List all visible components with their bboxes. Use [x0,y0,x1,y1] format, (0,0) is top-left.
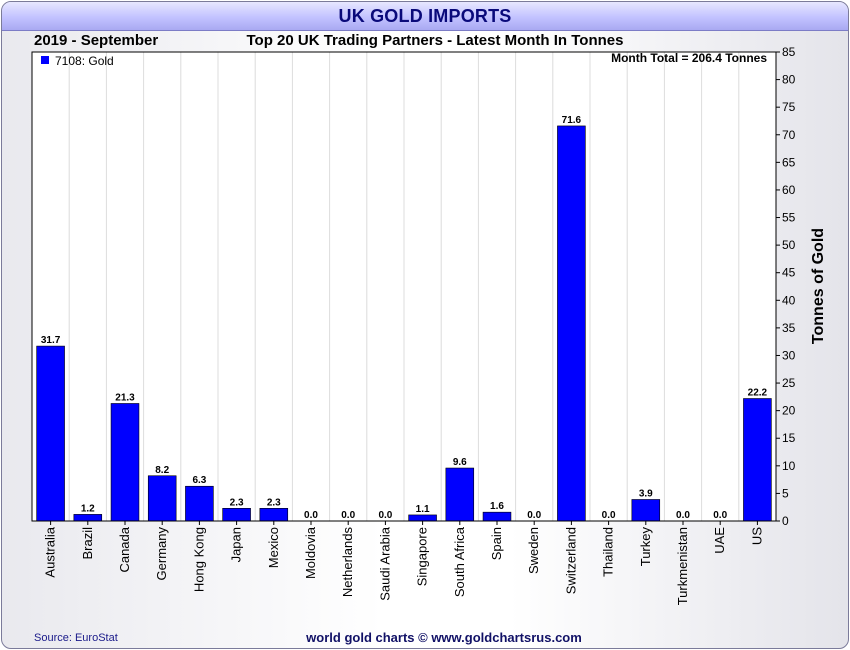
bar-value-label: 2.3 [230,497,244,508]
grid-layer [68,52,740,521]
bar [110,403,140,522]
bar-value-label: 6.3 [192,475,206,486]
category-label: Turkey [638,527,653,567]
category-label: South Africa [452,526,467,597]
bar-layer: 31.7 1.2 21.3 8.2 6.3 2.3 2.3 0.0 0.0 0.0 1.1 9.6 1.… [36,115,772,522]
category-label: Moldovia [303,526,318,579]
bar [482,511,512,522]
bar-value-label: 21.3 [115,392,135,403]
category-label: Spain [489,527,504,560]
category-label: Saudi Arabia [377,526,392,600]
y-tick-label: 25 [782,376,796,390]
y-tick-label: 70 [782,128,796,142]
category-label: US [749,527,764,545]
legend-label: 7108: Gold [55,54,114,68]
y-tick-label: 15 [782,431,796,445]
y-tick-label: 75 [782,100,796,114]
bar-value-label: 0.0 [304,510,318,521]
bar [185,485,214,522]
category-label: Australia [43,526,58,577]
period-label: 2019 - September [34,32,158,49]
bar [743,398,772,522]
bar [631,499,661,522]
category-label: Turkmenistan [675,527,690,605]
bar [259,508,289,522]
legend-swatch [41,56,49,64]
bar-value-label: 1.2 [81,503,95,514]
bar [147,475,177,522]
source-label: Source: EuroStat [34,632,118,644]
y-tick-label: 80 [782,73,796,87]
bar-value-label: 8.2 [155,465,169,476]
axis-layer: 0 5 10 15 20 25 30 35 40 45 50 55 60 65 70 75 80 85 Austra… [43,45,796,605]
bar [557,125,586,522]
category-label: Singapore [415,527,430,586]
category-label: Thailand [601,527,616,577]
category-label: Brazil [80,527,95,560]
category-label: UAE [712,527,727,554]
category-label: Netherlands [340,527,355,598]
bar-value-label: 0.0 [378,510,392,521]
bar [445,467,475,522]
bar [73,514,103,522]
chart-title: UK GOLD IMPORTS [338,6,512,26]
bar-value-label: 0.0 [713,510,727,521]
y-axis-title: Tonnes of Gold [810,228,827,344]
category-label: Hong Kong [191,527,206,592]
bar-value-label: 31.7 [41,335,61,346]
bar [408,514,437,522]
bar-value-label: 71.6 [562,115,582,126]
bar-value-label: 1.1 [416,504,430,515]
chart-subtitle: Top 20 UK Trading Partners - Latest Mont… [247,32,624,49]
y-tick-label: 5 [782,486,789,500]
y-tick-label: 35 [782,321,796,335]
y-tick-label: 85 [782,45,796,59]
y-tick-label: 10 [782,459,796,473]
bar-value-label: 2.3 [267,497,281,508]
y-tick-label: 45 [782,266,796,280]
bar [222,508,251,522]
y-tick-label: 0 [782,514,789,528]
bar-value-label: 1.6 [490,501,504,512]
plot-border [31,51,777,522]
category-label: Canada [117,526,132,572]
bar-value-label: 0.0 [602,510,616,521]
bar [36,345,65,522]
month-total-annotation: Month Total = 206.4 Tonnes [611,51,767,65]
y-tick-label: 20 [782,404,796,418]
category-label: Germany [154,527,169,581]
category-label: Japan [229,527,244,562]
bar-value-label: 0.0 [676,510,690,521]
category-label: Mexico [266,527,281,568]
category-label: Switzerland [563,527,578,594]
y-tick-label: 65 [782,155,796,169]
y-tick-label: 50 [782,238,796,252]
y-tick-label: 60 [782,183,796,197]
bar-value-label: 0.0 [341,510,355,521]
y-tick-label: 30 [782,348,796,362]
category-label: Sweden [526,527,541,574]
bar-value-label: 0.0 [527,510,541,521]
bar-value-label: 3.9 [639,488,653,499]
credit-label: world gold charts © www.goldchartsrus.co… [305,630,582,645]
y-tick-label: 40 [782,293,796,307]
bar-value-label: 9.6 [453,457,467,468]
title-bar: UK GOLD IMPORTS [2,2,848,31]
y-tick-label: 55 [782,211,796,225]
bar-value-label: 22.2 [748,388,768,399]
